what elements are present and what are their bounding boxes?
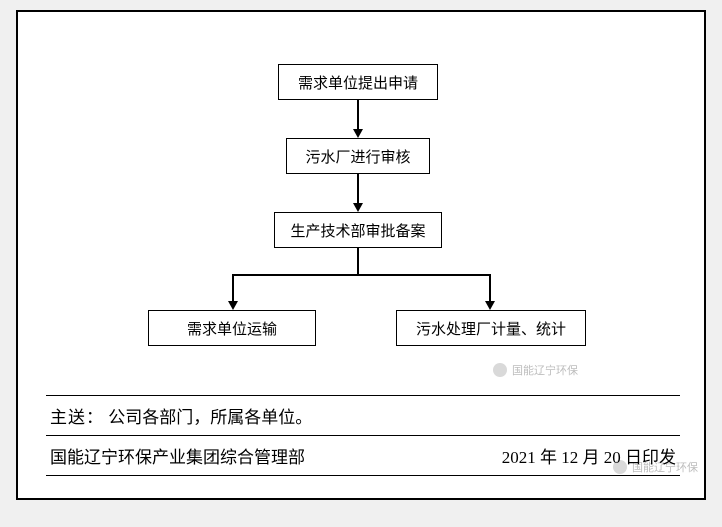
flow-node-approval: 生产技术部审批备案	[274, 212, 442, 248]
flowchart-area: 需求单位提出申请 污水厂进行审核 生产技术部审批备案 需求单位运输 污水处理厂计…	[18, 12, 708, 392]
edge-2-3	[357, 174, 359, 204]
edge-3-5-down	[489, 274, 491, 302]
footer-send-row: 主送： 公司各部门，所属各单位。	[46, 395, 680, 436]
watermark-1: 国能辽宁环保	[493, 362, 578, 378]
edge-3-4-down	[232, 274, 234, 302]
document-footer: 主送： 公司各部门，所属各单位。 国能辽宁环保产业集团综合管理部 2021 年 …	[46, 395, 680, 476]
edge-1-2	[357, 100, 359, 130]
edge-3-split-down	[357, 248, 359, 274]
flow-node-measure: 污水处理厂计量、统计	[396, 310, 586, 346]
footer-dept-row: 国能辽宁环保产业集团综合管理部 2021 年 12 月 20 日印发	[46, 436, 680, 476]
document-page: 需求单位提出申请 污水厂进行审核 生产技术部审批备案 需求单位运输 污水处理厂计…	[16, 10, 706, 500]
wechat-icon	[493, 363, 507, 377]
footer-dept: 国能辽宁环保产业集团综合管理部	[50, 443, 305, 468]
footer-date: 2021 年 12 月 20 日印发	[502, 443, 676, 468]
arrowhead-icon	[228, 301, 238, 310]
arrowhead-icon	[353, 203, 363, 212]
flow-node-transport: 需求单位运输	[148, 310, 316, 346]
send-text: 公司各部门，所属各单位。	[108, 408, 312, 427]
flow-node-request: 需求单位提出申请	[278, 64, 438, 100]
flow-node-review: 污水厂进行审核	[286, 138, 430, 174]
arrowhead-icon	[485, 301, 495, 310]
watermark-text: 国能辽宁环保	[512, 362, 578, 378]
edge-3-split-h	[232, 274, 490, 276]
send-label: 主送：	[50, 408, 104, 427]
arrowhead-icon	[353, 129, 363, 138]
